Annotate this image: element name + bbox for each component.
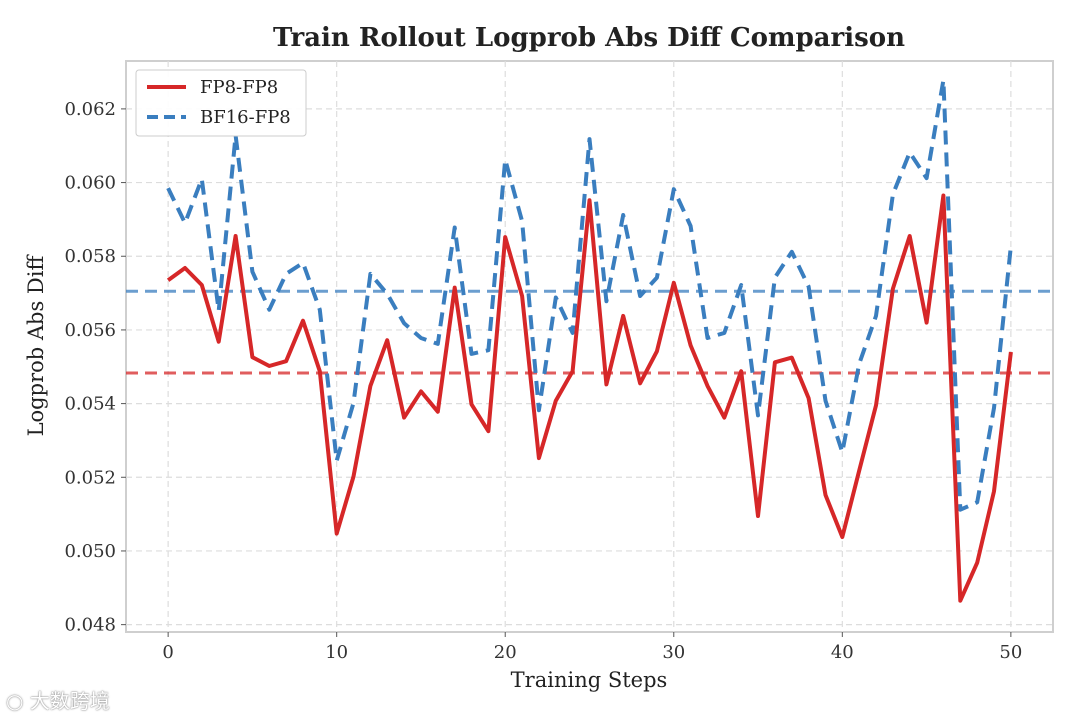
y-tick-label: 0.050 — [64, 541, 116, 562]
x-tick-label: 40 — [831, 642, 854, 663]
legend-label-bf16-fp8: BF16-FP8 — [200, 107, 291, 128]
mean-reference-lines — [126, 289, 1053, 375]
series-line-fp8-fp8 — [166, 193, 1013, 603]
x-tick-label: 20 — [494, 642, 517, 663]
y-tick-label: 0.062 — [64, 99, 116, 120]
series-line-bf16-fp8 — [166, 78, 1013, 512]
x-axis-ticks: 0 10 20 30 40 50 — [162, 632, 1022, 663]
x-axis-label: Training Steps — [511, 668, 668, 692]
x-tick-label: 50 — [999, 642, 1022, 663]
y-axis-label: Logprob Abs Diff — [24, 254, 48, 437]
y-tick-label: 0.052 — [64, 467, 116, 488]
y-tick-label: 0.056 — [64, 320, 116, 341]
chart-title: Train Rollout Logprob Abs Diff Compariso… — [273, 23, 905, 53]
x-tick-label: 30 — [662, 642, 685, 663]
watermark-icon: ○ — [6, 689, 24, 713]
series-lines — [166, 78, 1013, 603]
x-tick-label: 10 — [325, 642, 348, 663]
watermark-text: 大数跨境 — [29, 689, 110, 713]
x-gridlines — [167, 61, 1012, 632]
legend: FP8-FP8 BF16-FP8 — [135, 69, 307, 137]
y-axis-ticks: 0.048 0.050 0.052 0.054 0.056 0.058 0.060 0.062 — [64, 99, 126, 636]
y-tick-label: 0.048 — [64, 615, 116, 636]
watermark-logo: ○ 大数跨境 — [6, 685, 110, 714]
x-tick-label: 0 — [162, 642, 173, 663]
y-tick-label: 0.060 — [64, 173, 116, 194]
y-tick-label: 0.054 — [64, 394, 116, 415]
legend-label-fp8-fp8: FP8-FP8 — [200, 77, 278, 98]
y-tick-label: 0.058 — [64, 246, 116, 267]
